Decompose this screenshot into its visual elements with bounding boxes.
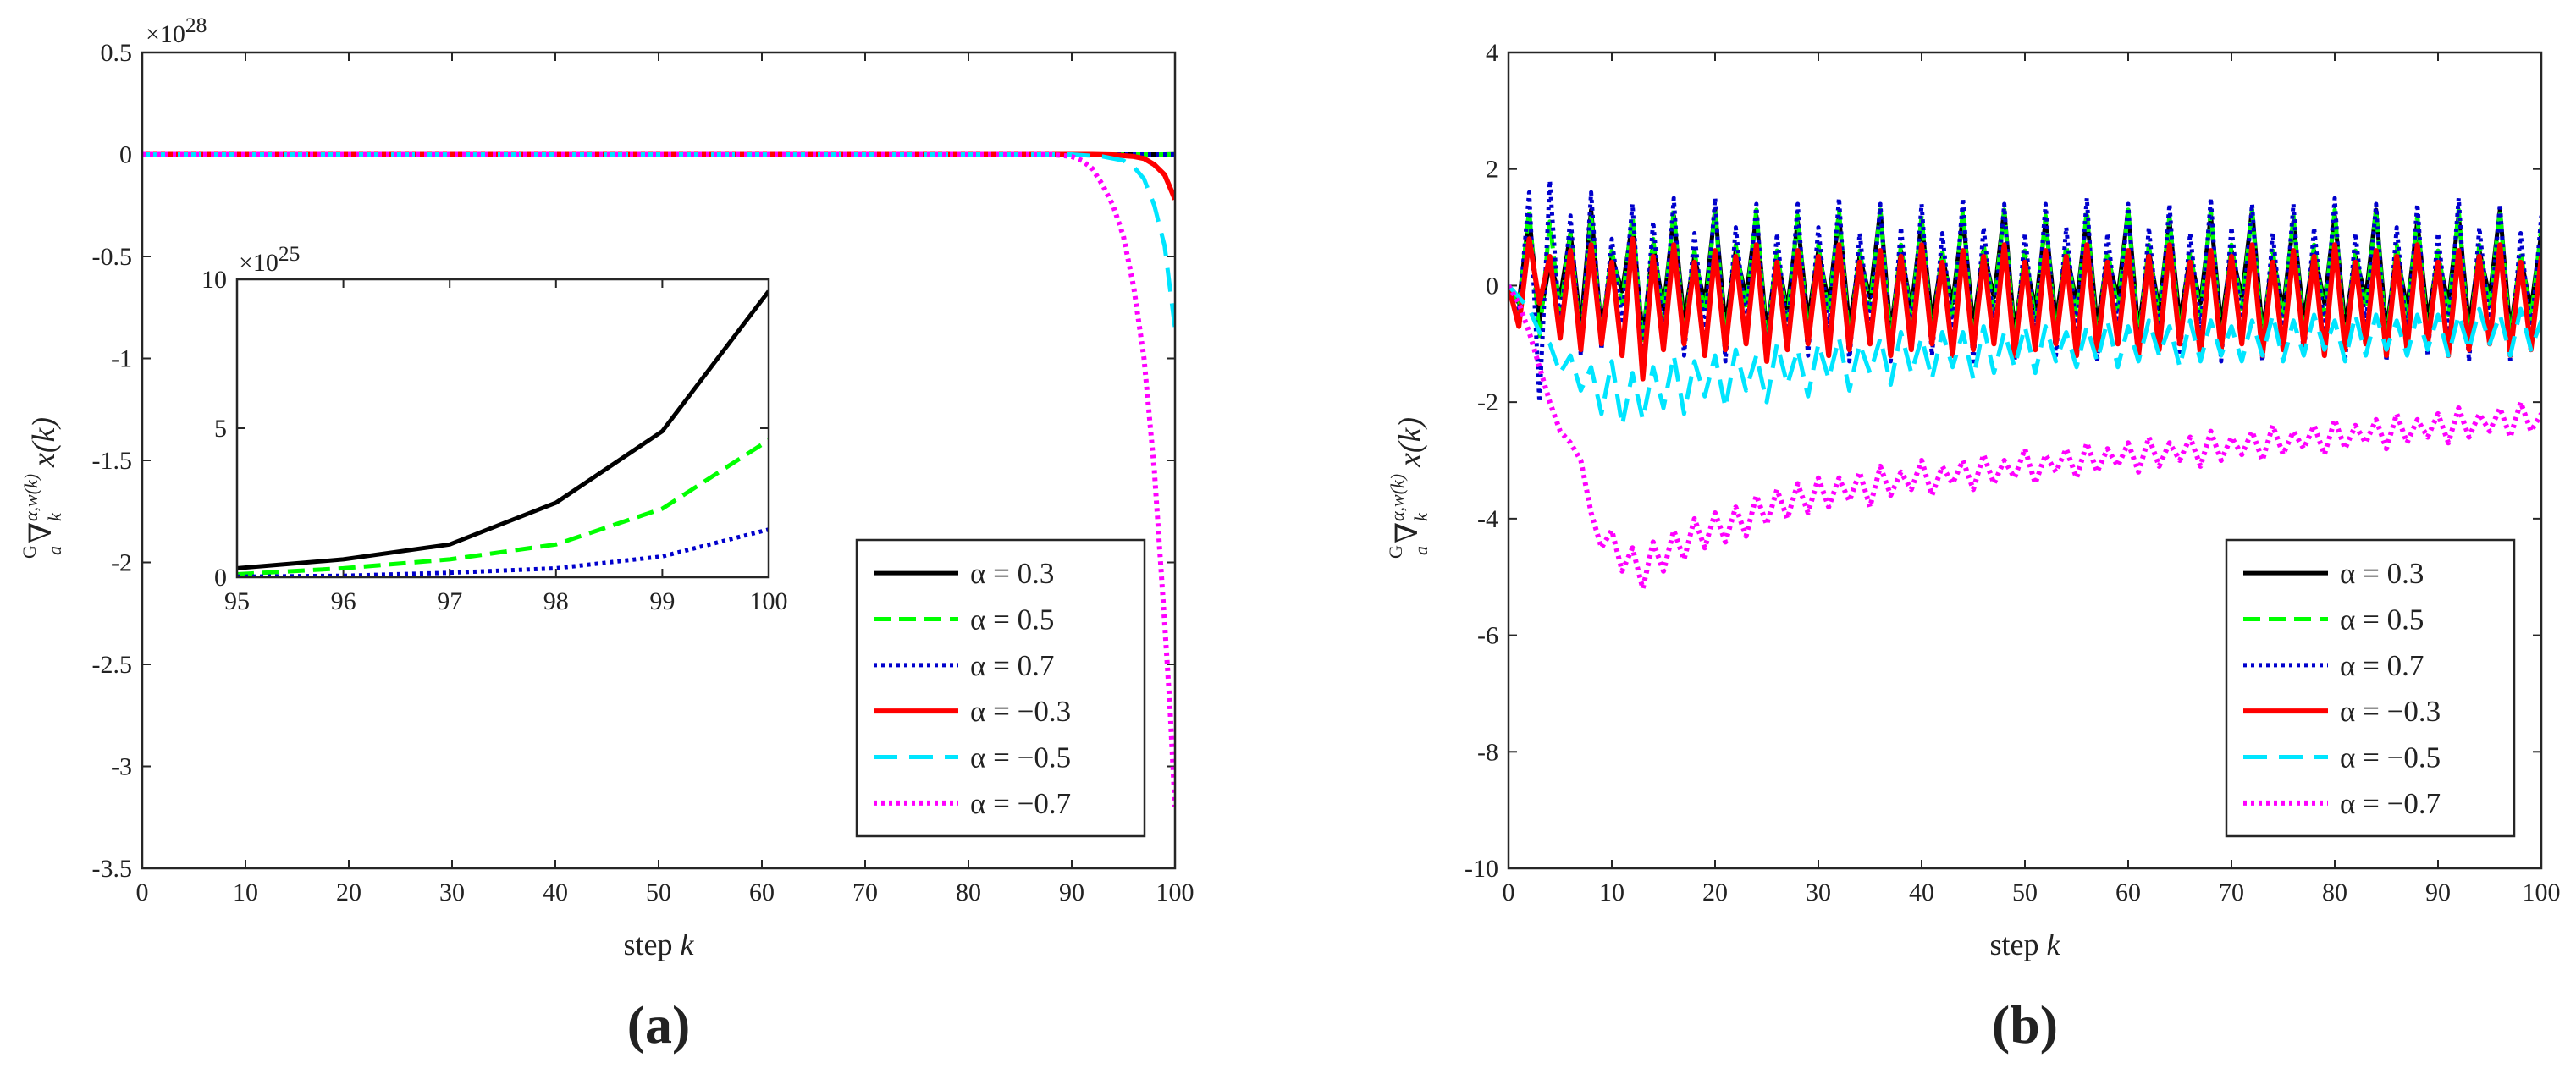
panel-a-ylabel-g: G [19,545,40,559]
panel-a-x-tick-label: 70 [852,878,878,906]
panel-a-legend-label-2: α = 0.5 [970,603,1054,636]
panel-a-inset-y-tick-label: 0 [214,564,227,592]
panel-a-series-5 [142,152,1175,328]
panel-a: 0 10 20 30 40 50 60 70 80 90 1000.50-0.5-1-1.5-2-2… [19,13,1194,1055]
panel-b-legend-label-4: α = −0.3 [2340,695,2441,728]
panel-b-ylabel-a: a [1410,546,1431,555]
panel-a-series-6 [142,151,1175,807]
panel-a-x-tick-label: 10 [233,878,258,906]
panel-b-x-tick-label: 100 [2523,878,2561,906]
panel-a-y-tick-label: -3.5 [92,855,133,883]
panel-a-y-tick-label: 0.5 [101,39,133,67]
panel-a-legend-label-6: α = −0.7 [970,787,1071,820]
panel-b-x-tick-label: 60 [2115,878,2141,906]
panel-b-legend [2225,538,2516,838]
panel-b-x-tick-label: 70 [2219,878,2244,906]
panel-a-ylabel-sub: k [44,512,65,521]
panel-a-inset-y-tick-label: 10 [201,266,227,294]
panel-b-x-tick-label: 10 [1599,878,1624,906]
panel-b-axes-frame [1507,51,2543,870]
panel-b-x-tick-label: 0 [1503,878,1515,906]
panel-a-x-tick-label: 50 [646,878,671,906]
panel-a-x-tick-label: 60 [749,878,775,906]
panel-a-y-tick-label: -0.5 [92,243,133,271]
panel-b-y-tick-label: -8 [1477,738,1498,766]
panel-a-inset-x-tick-label: 97 [437,587,462,615]
panel-a-inset-series-1 [237,289,769,570]
panel-a-x-tick-label: 0 [136,878,149,906]
panel-a-inset-exponent-label: ×1025 [239,241,300,277]
panel-b-series-4 [1509,236,2541,382]
panel-b-legend-label-1: α = 0.3 [2340,557,2424,590]
panel-a-exponent-label: ×1028 [146,13,207,48]
panel-a-label: (a) [627,994,691,1055]
panel-a-inset-x-tick-label: 96 [331,587,356,615]
panel-a-x-tick-label: 90 [1059,878,1084,906]
panel-a-inset-x-tick-label: 99 [649,587,675,615]
panel-b-legend-label-5: α = −0.5 [2340,741,2441,774]
panel-a-inset: 95 96 97 98 99 100 10 5 0 ×1025 [201,241,788,615]
panel-a-ylabel-nabla: ∇ [24,522,58,543]
panel-b-y-tick-label: -2 [1477,388,1498,416]
panel-a-y-tick-label: -3 [111,753,132,781]
panel-b-ylabel-g: G [1385,545,1406,559]
panel-b-x-tick-label: 20 [1702,878,1728,906]
panel-a-y-tick-label: 0 [119,141,132,169]
panel-a-legend-label-4: α = −0.3 [970,695,1071,728]
panel-b-x-tick-label: 30 [1806,878,1831,906]
panel-a-x-axis-label: step k [624,928,695,961]
panel-b-ylabel-x: x(k) [1393,417,1428,468]
panel-a-x-tick-label: 20 [336,878,361,906]
panel-a-inset-x-tick-label: 95 [224,587,250,615]
panel-a-legend-label-3: α = 0.7 [970,649,1054,682]
panel-a-inset-axes-frame [235,278,770,579]
panel-a-y-tick-label: -1 [111,345,132,373]
panel-b-legend-label-3: α = 0.7 [2340,649,2424,682]
panel-a-inset-y-tick-label: 5 [214,415,227,443]
panel-b-y-tick-label: -10 [1465,855,1498,883]
panel-a-y-tick-label: -2 [111,549,132,577]
panel-b-y-tick-label: -6 [1477,622,1498,650]
panel-b-ylabel-nabla: ∇ [1390,522,1424,543]
panel-a-ylabel-sup: α,w(k) [20,474,41,521]
panel-a-legend [855,538,1146,838]
panel-a-inset-series-2 [237,438,769,576]
panel-b-y-tick-label: 2 [1486,156,1498,184]
panel-a-x-tick-label: 30 [439,878,465,906]
panel-a-ylabel-x: x(k) [26,417,62,468]
panel-b-legend-label-2: α = 0.5 [2340,603,2424,636]
panel-b-x-tick-label: 40 [1909,878,1934,906]
panel-a-inset-series-3 [237,527,769,577]
panel-a-y-tick-label: -2.5 [92,651,133,679]
panel-a-y-tick-label: -1.5 [92,447,133,475]
panel-b-label: (b) [1992,994,2058,1055]
panel-a-ylabel-a: a [44,546,65,555]
panel-a-x-tick-label: 40 [543,878,568,906]
panel-a-legend-label-1: α = 0.3 [970,557,1054,590]
panel-b-series-5 [1509,284,2541,428]
panel-a-x-tick-label: 80 [956,878,981,906]
panel-b-y-tick-label: 4 [1486,39,1498,67]
panel-b-y-tick-label: 0 [1486,272,1498,300]
panel-a-series-4 [142,151,1175,201]
panel-a-inset-x-tick-label: 100 [750,587,788,615]
panel-b-x-tick-label: 50 [2012,878,2038,906]
panel-a-inset-plot-area [237,279,769,577]
panel-a-axes-frame [141,51,1177,870]
panel-a-inset-x-tick-label: 98 [543,587,569,615]
panel-b-x-tick-label: 90 [2425,878,2451,906]
panel-a-x-tick-label: 100 [1156,878,1194,906]
panel-a-legend-label-5: α = −0.5 [970,741,1071,774]
panel-b-x-axis-label: step k [1990,928,2061,961]
panel-b-legend-label-6: α = −0.7 [2340,787,2441,820]
panel-b-y-tick-label: -4 [1477,505,1498,533]
panel-b-ylabel-sup: α,w(k) [1387,474,1408,521]
panel-b-x-tick-label: 80 [2322,878,2347,906]
panel-b-ylabel-sub: k [1410,512,1431,521]
